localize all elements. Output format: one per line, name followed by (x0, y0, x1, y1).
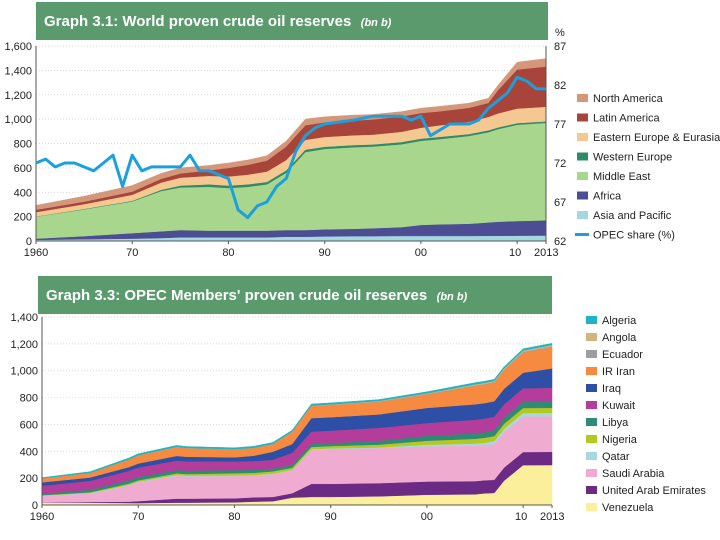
graph-3-1-legend-swatch-latin-america (577, 113, 588, 122)
graph-3-3-legend-swatch-saudi-arabia (586, 469, 597, 477)
graph-3-3-title-bar (38, 276, 552, 314)
graph-3-3-area-algeria (41, 342, 553, 479)
graph-3-1-plot: 0 200 400 600 800 1,000 1,200 1,400 1,600 1960 70 8… (4, 41, 566, 259)
graph-3-1-title-bar (36, 2, 548, 40)
graph-3-3-legend-kuwait: Kuwait (602, 400, 635, 412)
graph-3-1-x-tick: 00 (415, 247, 427, 259)
graph-3-3-legend-united-arab-emirates: United Arab Emirates (602, 485, 706, 497)
graph-3-3-legend-angola: Angola (602, 332, 637, 344)
graph-3-1-x-tick: 2013 (534, 247, 558, 259)
graph-3-3-legend-nigeria: Nigeria (602, 434, 638, 446)
graph-3-1-y2-tick: 82 (554, 80, 566, 92)
graph-3-3-y-tick: 1,200 (10, 339, 38, 351)
graph-3-3-legend-swatch-iraq (586, 384, 597, 392)
graph-3-3-legend-swatch-ir-iran (586, 367, 597, 375)
graph-3-1-legend-eastern-europe-eurasia: Eastern Europe & Eurasia (593, 132, 720, 144)
graph-3-1-y-tick: 1,400 (4, 65, 32, 77)
graph-3-3-y-tick: 200 (20, 473, 38, 485)
graph-3-3-y-tick: 1,000 (10, 366, 38, 378)
graph-3-1-y2-tick: 87 (554, 41, 566, 53)
graph-3-1-legend-opec-share: OPEC share (%) (593, 230, 675, 242)
graph-3-1-legend-north-america: North America (593, 93, 664, 105)
graph-3-3-y-tick: 1,400 (10, 312, 38, 324)
graph-3-1-x-tick: 90 (319, 247, 331, 259)
graph-3-3-legend-iraq: Iraq (602, 383, 621, 395)
graph-3-3-y-tick: 0 (32, 500, 38, 512)
graph-3-1-y-tick: 400 (14, 187, 32, 199)
graph-3-3-legend-qatar: Qatar (602, 451, 630, 463)
graph-3-3-legend-venezuela: Venezuela (602, 502, 654, 514)
graph-3-1-y-tick: 600 (14, 163, 32, 175)
graph-3-3-y-tick: 800 (20, 393, 38, 405)
graph-3-1-y-tick: 200 (14, 212, 32, 224)
graph-3-3-legend-swatch-libya (586, 418, 597, 426)
graph-3-3-title: Graph 3.3: OPEC Members' proven crude oi… (46, 287, 468, 304)
graph-3-1-legend-swatch-middle-east (577, 172, 588, 180)
graph-3-3-x-tick: 00 (421, 511, 433, 523)
graph-3-1-title: Graph 3.1: World proven crude oil reserv… (44, 13, 392, 30)
graph-3-3-legend-swatch-algeria (586, 316, 597, 324)
graph-3-3-x-tick: 2013 (540, 511, 564, 523)
graph-3-3-legend-algeria: Algeria (602, 315, 637, 327)
graph-3-1-legend-latin-america: Latin America (593, 113, 661, 125)
graph-3-3-legend: Algeria Angola Ecuador IR Iran Iraq Kuwait Lib… (586, 315, 706, 514)
graph-3-1-legend: North America Latin America Eastern Europe… (575, 93, 720, 242)
graph-3-1: Graph 3.1: World proven crude oil reserv… (4, 2, 720, 259)
graph-3-3: Graph 3.3: OPEC Members' proven crude oi… (10, 276, 706, 523)
graph-3-1-legend-middle-east: Middle East (593, 171, 650, 183)
graph-3-1-x-tick: 10 (509, 247, 521, 259)
graph-3-3-legend-swatch-qatar (586, 452, 597, 460)
graph-3-3-legend-swatch-ecuador (586, 350, 597, 358)
graph-3-3-legend-saudi-arabia: Saudi Arabia (602, 468, 665, 480)
graph-3-3-legend-ecuador: Ecuador (602, 349, 643, 361)
graph-3-1-opec-share-line (35, 75, 546, 220)
graph-3-3-legend-swatch-nigeria (586, 435, 597, 443)
graph-3-1-y2-tick: 72 (554, 158, 566, 170)
graph-3-3-y-tick: 400 (20, 446, 38, 458)
graph-3-3-y-tick: 600 (20, 419, 38, 431)
graph-3-1-legend-swatch-asia-and-pacific (577, 211, 588, 219)
graph-3-3-legend-swatch-kuwait (586, 401, 597, 409)
graph-3-3-legend-swatch-angola (586, 333, 597, 341)
graph-3-1-x-tick: 70 (126, 247, 138, 259)
graph-3-3-legend-swatch-united-arab-emirates (586, 486, 597, 494)
graph-3-3-x-tick: 80 (228, 511, 240, 523)
graph-3-3-plot: 0 200 400 600 800 1,000 1,200 1,400 1960 70 80 90 00… (10, 312, 564, 523)
graph-3-1-y-tick: 0 (26, 236, 32, 248)
graph-3-1-y2-tick: 62 (554, 236, 566, 248)
graph-3-3-legend-swatch-venezuela (586, 503, 597, 511)
graph-3-3-x-tick: 10 (515, 511, 527, 523)
graph-3-1-legend-swatch-africa (577, 191, 588, 200)
graph-3-1-legend-swatch-western-europe (577, 152, 588, 161)
graph-3-3-x-tick: 1960 (30, 511, 54, 523)
graph-3-1-x-tick: 1960 (24, 247, 48, 259)
graph-3-1-x-tick: 80 (222, 247, 234, 259)
graph-3-3-x-tick: 90 (325, 511, 337, 523)
graph-3-1-y-tick: 1,600 (4, 41, 32, 53)
graph-3-1-legend-western-europe: Western Europe (593, 152, 672, 164)
graph-3-1-y-tick: 1,000 (4, 114, 32, 126)
graph-3-1-y-tick: 800 (14, 139, 32, 151)
graph-3-1-y2-label: % (555, 27, 565, 39)
graph-3-3-legend-libya: Libya (602, 417, 629, 429)
graph-3-3-x-tick: 70 (132, 511, 144, 523)
graph-3-1-legend-swatch-eastern-europe-eurasia (577, 133, 588, 141)
graph-3-1-legend-africa: Africa (593, 191, 622, 203)
graph-3-1-legend-asia-and-pacific: Asia and Pacific (593, 210, 672, 222)
graph-3-3-legend-ir-iran: IR Iran (602, 366, 635, 378)
graph-3-1-y2-tick: 77 (554, 119, 566, 131)
graph-3-1-y-tick: 1,200 (4, 90, 32, 102)
graph-3-1-y2-tick: 67 (554, 197, 566, 209)
graph-3-1-legend-swatch-north-america (577, 94, 588, 102)
